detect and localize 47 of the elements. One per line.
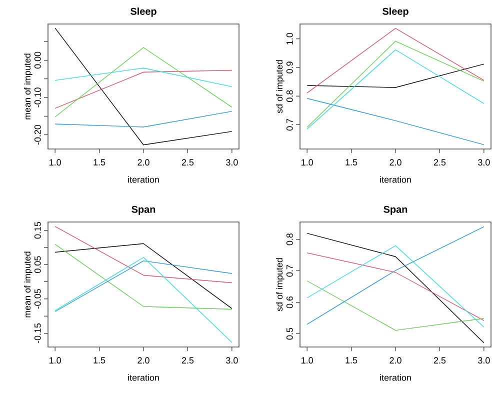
x-tick-label: 1.0 <box>50 159 61 166</box>
x-tick-label: 1.5 <box>94 357 106 364</box>
y-tick-label: 0.15 <box>34 222 41 239</box>
x-axis-title: iteration <box>128 374 159 381</box>
y-tick-label: -0.05 <box>34 289 41 309</box>
chart-title: Sleep <box>130 8 156 17</box>
x-tick-label: 3.0 <box>226 159 238 166</box>
x-tick-label: 2.0 <box>138 357 150 364</box>
chart-title: Span <box>132 206 156 215</box>
y-tick-label: -0.20 <box>34 124 41 145</box>
y-tick-label: 0.5 <box>286 328 293 340</box>
chart-title: Span <box>384 206 408 215</box>
y-tick-label: 0.7 <box>286 265 293 277</box>
x-tick-label: 1.0 <box>50 357 61 364</box>
chart-title: Sleep <box>382 8 408 17</box>
y-tick-label: 1.0 <box>286 32 293 44</box>
x-tick-label: 1.0 <box>302 159 313 166</box>
x-tick-label: 2.5 <box>434 159 446 166</box>
y-tick-label: 0.8 <box>286 90 293 102</box>
x-tick-label: 2.5 <box>434 357 446 364</box>
x-tick-label: 3.0 <box>478 357 490 364</box>
x-tick-label: 1.0 <box>302 357 313 364</box>
y-tick-label: -0.15 <box>34 323 41 344</box>
x-axis-title: iteration <box>380 176 411 183</box>
y-tick-label: 0.9 <box>286 62 293 74</box>
x-tick-label: 2.0 <box>390 357 402 364</box>
x-tick-label: 2.0 <box>390 159 402 166</box>
x-tick-label: 3.0 <box>478 159 490 166</box>
y-axis-title: sd of imputed <box>276 258 284 312</box>
y-tick-label: 0.8 <box>286 233 293 246</box>
x-axis-title: iteration <box>380 374 411 381</box>
y-tick-label: 0.05 <box>34 256 41 273</box>
x-tick-label: 1.5 <box>346 357 358 364</box>
x-tick-label: 3.0 <box>226 357 238 364</box>
x-tick-label: 2.5 <box>182 159 194 166</box>
x-tick-label: 1.5 <box>94 159 106 166</box>
x-tick-label: 1.5 <box>346 159 358 166</box>
y-axis-title: mean of imputed <box>24 252 32 318</box>
y-axis-title: sd of imputed <box>276 60 284 114</box>
y-tick-label: 0.7 <box>286 118 293 131</box>
x-tick-label: 2.0 <box>138 159 150 166</box>
y-tick-label: 0.6 <box>286 296 293 308</box>
x-axis-title: iteration <box>128 176 159 183</box>
x-tick-label: 2.5 <box>182 357 194 364</box>
y-axis-title: mean of imputed <box>24 54 32 120</box>
y-tick-label: -0.10 <box>34 88 41 108</box>
y-tick-label: 0.00 <box>34 52 41 69</box>
